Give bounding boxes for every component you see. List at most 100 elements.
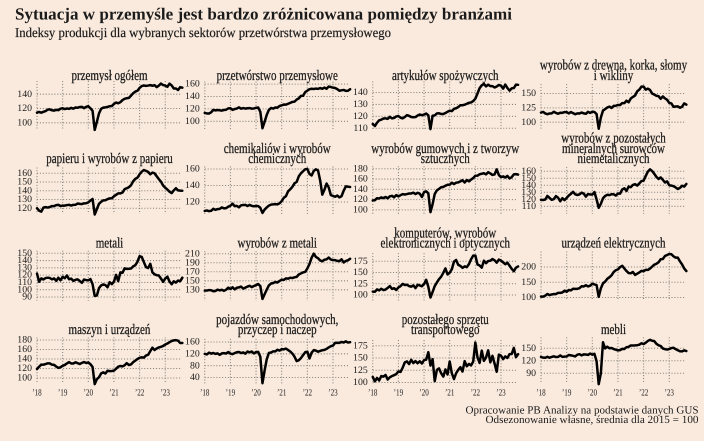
- svg-text:metali: metali: [96, 236, 124, 252]
- svg-text:160: 160: [17, 168, 32, 179]
- svg-text:wyrobów z pozostałych: wyrobów z pozostałych: [561, 131, 666, 147]
- svg-text:’20: ’20: [419, 389, 429, 399]
- svg-text:’19: ’19: [226, 389, 236, 399]
- svg-text:100: 100: [521, 117, 536, 128]
- svg-text:110: 110: [18, 277, 32, 288]
- svg-text:120: 120: [17, 270, 32, 281]
- svg-text:mineralnych surowców: mineralnych surowców: [562, 141, 665, 157]
- svg-text:160: 160: [353, 174, 368, 185]
- svg-text:160: 160: [521, 166, 536, 177]
- svg-text:przetwórstwo przemysłowe: przetwórstwo przemysłowe: [217, 68, 338, 84]
- svg-text:130: 130: [521, 187, 536, 198]
- svg-text:chemicznych: chemicznych: [248, 151, 307, 167]
- svg-text:150: 150: [185, 275, 200, 286]
- svg-text:140: 140: [17, 89, 32, 100]
- svg-text:160: 160: [17, 344, 32, 355]
- svg-text:120: 120: [353, 111, 368, 122]
- svg-text:150: 150: [521, 277, 536, 288]
- svg-text:’20: ’20: [588, 389, 598, 399]
- svg-text:120: 120: [521, 194, 536, 205]
- svg-text:wyrobów gumowych i z tworzyw: wyrobów gumowych i z tworzyw: [371, 141, 519, 157]
- svg-text:150: 150: [353, 353, 368, 364]
- svg-text:130: 130: [17, 194, 32, 205]
- svg-text:wyrobów z drewna, korka, słomy: wyrobów z drewna, korka, słomy: [540, 58, 688, 74]
- svg-text:140: 140: [521, 180, 536, 191]
- svg-text:150: 150: [353, 267, 368, 278]
- svg-text:’22: ’22: [135, 389, 145, 399]
- svg-text:chemikaliów i wyrobów: chemikaliów i wyrobów: [224, 141, 331, 157]
- svg-text:’19: ’19: [562, 389, 572, 399]
- svg-text:100: 100: [17, 373, 32, 384]
- svg-text:150: 150: [521, 88, 536, 99]
- svg-text:140: 140: [185, 91, 200, 102]
- svg-text:’23: ’23: [328, 389, 338, 399]
- svg-text:pozostałego sprzętu: pozostałego sprzętu: [402, 312, 489, 328]
- svg-text:’18: ’18: [536, 389, 546, 399]
- svg-text:190: 190: [185, 257, 200, 268]
- svg-text:niemetalicznych: niemetalicznych: [577, 151, 650, 167]
- svg-text:90: 90: [526, 368, 536, 379]
- svg-text:’22: ’22: [471, 389, 481, 399]
- svg-text:150: 150: [521, 173, 536, 184]
- svg-text:140: 140: [353, 87, 368, 98]
- svg-text:’21: ’21: [613, 389, 623, 399]
- svg-text:’19: ’19: [58, 389, 68, 399]
- svg-text:80: 80: [190, 360, 200, 371]
- svg-text:artykułów spożywczych: artykułów spożywczych: [392, 68, 499, 84]
- svg-text:120: 120: [17, 103, 32, 114]
- svg-text:110: 110: [522, 201, 536, 212]
- svg-text:100: 100: [185, 116, 200, 127]
- svg-text:elektronicznych i optycznych: elektronicznych i optycznych: [381, 236, 511, 252]
- svg-text:sztucznych: sztucznych: [421, 151, 470, 167]
- svg-text:110: 110: [353, 123, 367, 134]
- svg-text:140: 140: [17, 354, 32, 365]
- svg-text:90: 90: [22, 292, 32, 303]
- svg-text:160: 160: [185, 79, 200, 90]
- svg-text:komputerów, wyrobów: komputerów, wyrobów: [394, 225, 496, 241]
- svg-text:’22: ’22: [639, 389, 649, 399]
- svg-text:papieru i wyrobów z papieru: papieru i wyrobów z papieru: [46, 151, 173, 167]
- svg-text:120: 120: [185, 104, 200, 115]
- svg-text:’23: ’23: [665, 389, 675, 399]
- svg-text:160: 160: [185, 164, 200, 175]
- svg-text:40: 40: [190, 372, 200, 383]
- svg-text:100: 100: [353, 377, 368, 388]
- svg-text:140: 140: [353, 184, 368, 195]
- svg-text:pojazdów samochodowych,: pojazdów samochodowych,: [216, 312, 338, 328]
- svg-text:180: 180: [17, 335, 32, 346]
- svg-text:200: 200: [521, 262, 536, 273]
- svg-text:210: 210: [185, 248, 200, 259]
- svg-text:Opracowanie PB Analizy na pods: Opracowanie PB Analizy na podstawie dany…: [466, 404, 699, 416]
- svg-text:Sytuacja w przemyśle jest bard: Sytuacja w przemyśle jest bardzo zróżnic…: [15, 4, 512, 23]
- svg-text:Indeksy produkcji dla wybranyc: Indeksy produkcji dla wybranych sektorów…: [15, 25, 391, 40]
- svg-text:125: 125: [353, 365, 368, 376]
- svg-text:150: 150: [521, 343, 536, 354]
- svg-text:170: 170: [185, 266, 200, 277]
- svg-text:100: 100: [17, 117, 32, 128]
- svg-text:175: 175: [353, 256, 368, 267]
- svg-text:140: 140: [17, 255, 32, 266]
- svg-text:’20: ’20: [251, 389, 261, 399]
- svg-text:mebli: mebli: [601, 322, 626, 338]
- svg-text:160: 160: [185, 337, 200, 348]
- svg-text:130: 130: [17, 262, 32, 273]
- svg-text:175: 175: [353, 340, 368, 351]
- svg-text:urządzeń elektrycznych: urządzeń elektrycznych: [561, 236, 666, 252]
- svg-text:180: 180: [353, 163, 368, 174]
- svg-text:maszyn i urządzeń: maszyn i urządzeń: [69, 322, 151, 338]
- svg-text:’21: ’21: [109, 389, 119, 399]
- svg-text:120: 120: [521, 355, 536, 366]
- svg-text:125: 125: [353, 278, 368, 289]
- svg-text:’21: ’21: [445, 389, 455, 399]
- svg-text:100: 100: [521, 292, 536, 303]
- svg-text:120: 120: [17, 363, 32, 374]
- svg-text:130: 130: [353, 99, 368, 110]
- svg-text:’18: ’18: [200, 389, 210, 399]
- svg-text:120: 120: [17, 203, 32, 214]
- svg-text:przemysł ogółem: przemysł ogółem: [71, 68, 148, 84]
- svg-text:140: 140: [17, 185, 32, 196]
- svg-text:120: 120: [185, 197, 200, 208]
- svg-text:100: 100: [353, 290, 368, 301]
- svg-text:150: 150: [17, 177, 32, 188]
- svg-text:140: 140: [185, 180, 200, 191]
